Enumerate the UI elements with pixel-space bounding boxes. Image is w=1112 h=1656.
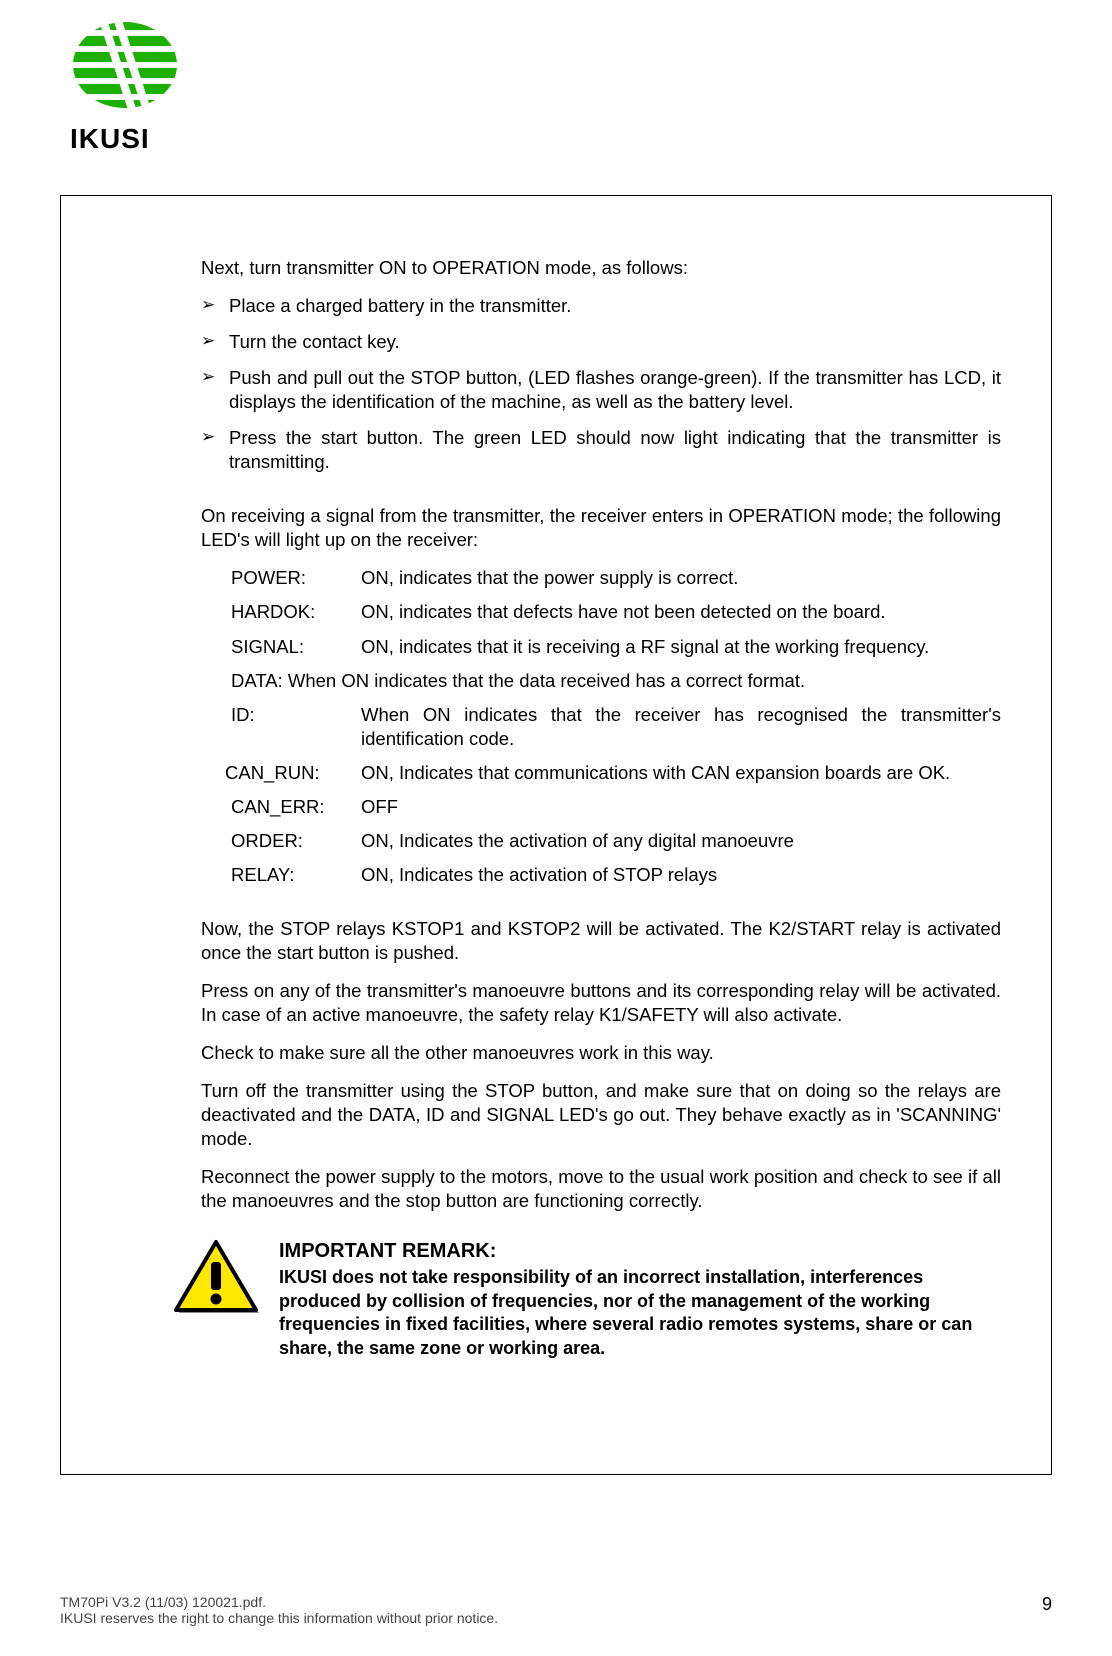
- led-desc: ON, indicates that defects have not been…: [361, 600, 1001, 624]
- led-row: ORDER: ON, Indicates the activation of a…: [231, 829, 1001, 853]
- receive-paragraph: On receiving a signal from the transmitt…: [201, 504, 1001, 552]
- list-item: Push and pull out the STOP button, (LED …: [201, 366, 1001, 414]
- paragraph: Turn off the transmitter using the STOP …: [201, 1079, 1001, 1151]
- led-label: POWER:: [231, 566, 361, 590]
- led-definitions: POWER: ON, indicates that the power supp…: [231, 566, 1001, 886]
- led-row: HARDOK: ON, indicates that defects have …: [231, 600, 1001, 624]
- remark-text: IKUSI does not take responsibility of an…: [279, 1266, 1001, 1360]
- led-desc: ON, indicates that it is receiving a RF …: [361, 635, 1001, 659]
- paragraph: Press on any of the transmitter's manoeu…: [201, 979, 1001, 1027]
- led-desc: ON, indicates that the power supply is c…: [361, 566, 1001, 590]
- led-label: SIGNAL:: [231, 635, 361, 659]
- content-frame: Next, turn transmitter ON to OPERATION m…: [60, 195, 1052, 1475]
- list-item: Turn the contact key.: [201, 330, 1001, 354]
- led-desc: ON, Indicates the activation of any digi…: [361, 829, 1001, 853]
- led-label: CAN_RUN:: [225, 761, 361, 785]
- led-label: ORDER:: [231, 829, 361, 853]
- warning-icon: [171, 1238, 261, 1318]
- led-label: CAN_ERR:: [231, 795, 361, 819]
- led-label: HARDOK:: [231, 600, 361, 624]
- important-remark: IMPORTANT REMARK: IKUSI does not take re…: [171, 1238, 1001, 1360]
- paragraph: Now, the STOP relays KSTOP1 and KSTOP2 w…: [201, 917, 1001, 965]
- body-text: Next, turn transmitter ON to OPERATION m…: [201, 256, 1001, 1360]
- led-row: CAN_ERR: OFF: [231, 795, 1001, 819]
- page-root: IKUSI Next, turn transmitter ON to OPERA…: [0, 0, 1112, 1515]
- intro-paragraph: Next, turn transmitter ON to OPERATION m…: [201, 256, 1001, 280]
- page-footer: TM70Pi V3.2 (11/03) 120021.pdf. IKUSI re…: [60, 1594, 1052, 1626]
- led-desc: ON, Indicates the activation of STOP rel…: [361, 863, 1001, 887]
- led-row: SIGNAL: ON, indicates that it is receivi…: [231, 635, 1001, 659]
- remark-content: IMPORTANT REMARK: IKUSI does not take re…: [279, 1238, 1001, 1360]
- logo-block: IKUSI: [70, 20, 1052, 155]
- led-desc: OFF: [361, 795, 1001, 819]
- footer-line2: IKUSI reserves the right to change this …: [60, 1610, 498, 1626]
- led-label: RELAY:: [231, 863, 361, 887]
- list-item: Place a charged battery in the transmitt…: [201, 294, 1001, 318]
- procedure-list: Place a charged battery in the transmitt…: [201, 294, 1001, 474]
- paragraph: Check to make sure all the other manoeuv…: [201, 1041, 1001, 1065]
- logo-icon: [70, 20, 180, 110]
- led-row: CAN_RUN: ON, Indicates that communicatio…: [225, 761, 1001, 785]
- led-row: DATA: When ON indicates that the data re…: [231, 669, 1001, 693]
- led-label: ID:: [231, 703, 361, 751]
- led-row: POWER: ON, indicates that the power supp…: [231, 566, 1001, 590]
- footer-line1: TM70Pi V3.2 (11/03) 120021.pdf.: [60, 1594, 498, 1610]
- led-row: ID: When ON indicates that the receiver …: [231, 703, 1001, 751]
- led-desc: ON, Indicates that communications with C…: [361, 761, 1001, 785]
- page-number: 9: [1042, 1594, 1052, 1626]
- led-row: RELAY: ON, Indicates the activation of S…: [231, 863, 1001, 887]
- footer-left: TM70Pi V3.2 (11/03) 120021.pdf. IKUSI re…: [60, 1594, 498, 1626]
- list-item: Press the start button. The green LED sh…: [201, 426, 1001, 474]
- remark-title: IMPORTANT REMARK:: [279, 1238, 1001, 1264]
- brand-text: IKUSI: [70, 123, 1052, 155]
- led-desc: When ON indicates that the receiver has …: [361, 703, 1001, 751]
- paragraph: Reconnect the power supply to the motors…: [201, 1165, 1001, 1213]
